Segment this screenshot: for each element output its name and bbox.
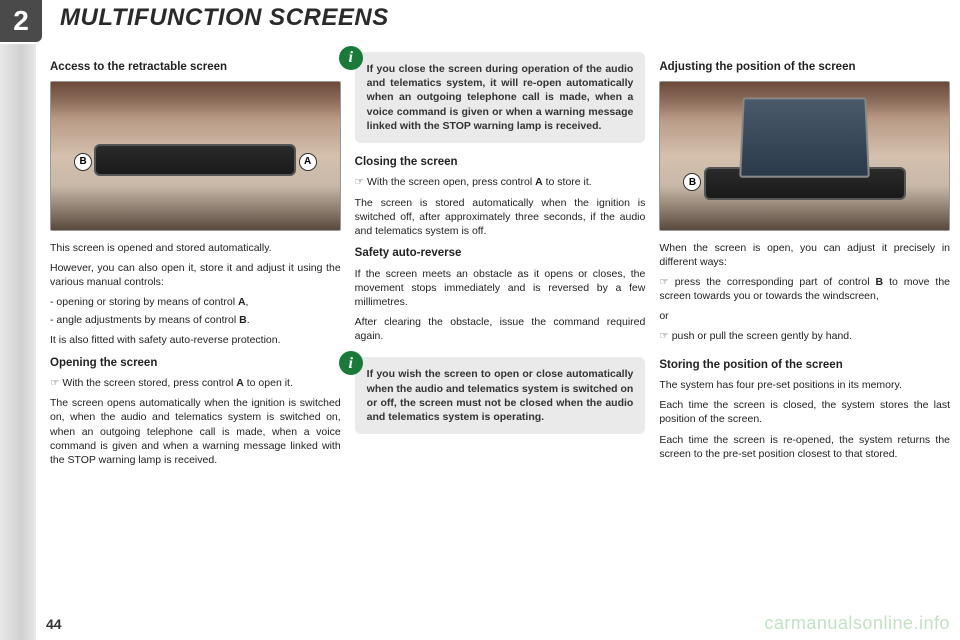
col1-p1: This screen is opened and stored automat… [50, 241, 341, 255]
photo-screen-slot [94, 144, 296, 177]
col1-sub-open: Opening the screen [50, 356, 341, 372]
photo-retractable-closed: A B [50, 81, 341, 231]
page-title: MULTIFUNCTION SCREENS [60, 4, 389, 32]
info-icon: i [339, 351, 363, 375]
col3-p4: Each time the screen is re-opened, the s… [659, 433, 950, 461]
col3-p1: When the screen is open, you can adjust … [659, 241, 950, 269]
col1-heading: Access to the retractable screen [50, 60, 341, 76]
chapter-badge: 2 [0, 0, 42, 42]
left-margin-stripe [0, 44, 36, 640]
page-number: 44 [46, 616, 62, 632]
info-box-1: i If you close the screen during operati… [355, 52, 646, 143]
col2-sub-close: Closing the screen [355, 155, 646, 171]
col1-p3: It is also fitted with safety auto-rever… [50, 333, 341, 347]
column-2: i If you close the screen during operati… [355, 52, 646, 473]
photo-label-a: A [299, 153, 317, 171]
col1-p4: The screen opens automatically when the … [50, 396, 341, 467]
content-area: Access to the retractable screen A B Thi… [50, 52, 950, 473]
col2-close-li: With the screen open, press control A to… [355, 175, 646, 189]
photo-label-b: B [74, 153, 92, 171]
col1-li1: opening or storing by means of control A… [50, 295, 341, 309]
col2-p2: If the screen meets an obstacle as it op… [355, 267, 646, 310]
photo-retractable-open: B [659, 81, 950, 231]
info2-text: If you wish the screen to open or close … [367, 368, 634, 423]
col3-or: or [659, 309, 950, 323]
col3-p2: The system has four pre-set positions in… [659, 378, 950, 392]
info-box-2: i If you wish the screen to open or clos… [355, 357, 646, 434]
col3-li1: press the corresponding part of control … [659, 275, 950, 303]
col2-p3: After clearing the obstacle, issue the c… [355, 315, 646, 343]
col2-sub-safety: Safety auto-reverse [355, 246, 646, 262]
col1-li2: angle adjustments by means of control B. [50, 313, 341, 327]
photo-screen-raised [739, 98, 870, 179]
info1-text: If you close the screen during operation… [367, 63, 634, 132]
col3-heading: Adjusting the position of the screen [659, 60, 950, 76]
col1-open-li: With the screen stored, press control A … [50, 376, 341, 390]
col3-li2: push or pull the screen gently by hand. [659, 329, 950, 343]
col1-p2: However, you can also open it, store it … [50, 261, 341, 289]
col2-p1: The screen is stored automatically when … [355, 196, 646, 239]
column-1: Access to the retractable screen A B Thi… [50, 52, 341, 473]
photo-label-b: B [683, 173, 701, 191]
info-icon: i [339, 46, 363, 70]
col3-p3: Each time the screen is closed, the syst… [659, 398, 950, 426]
watermark: carmanualsonline.info [764, 613, 950, 634]
column-3: Adjusting the position of the screen B W… [659, 52, 950, 473]
col3-sub-store: Storing the position of the screen [659, 358, 950, 374]
